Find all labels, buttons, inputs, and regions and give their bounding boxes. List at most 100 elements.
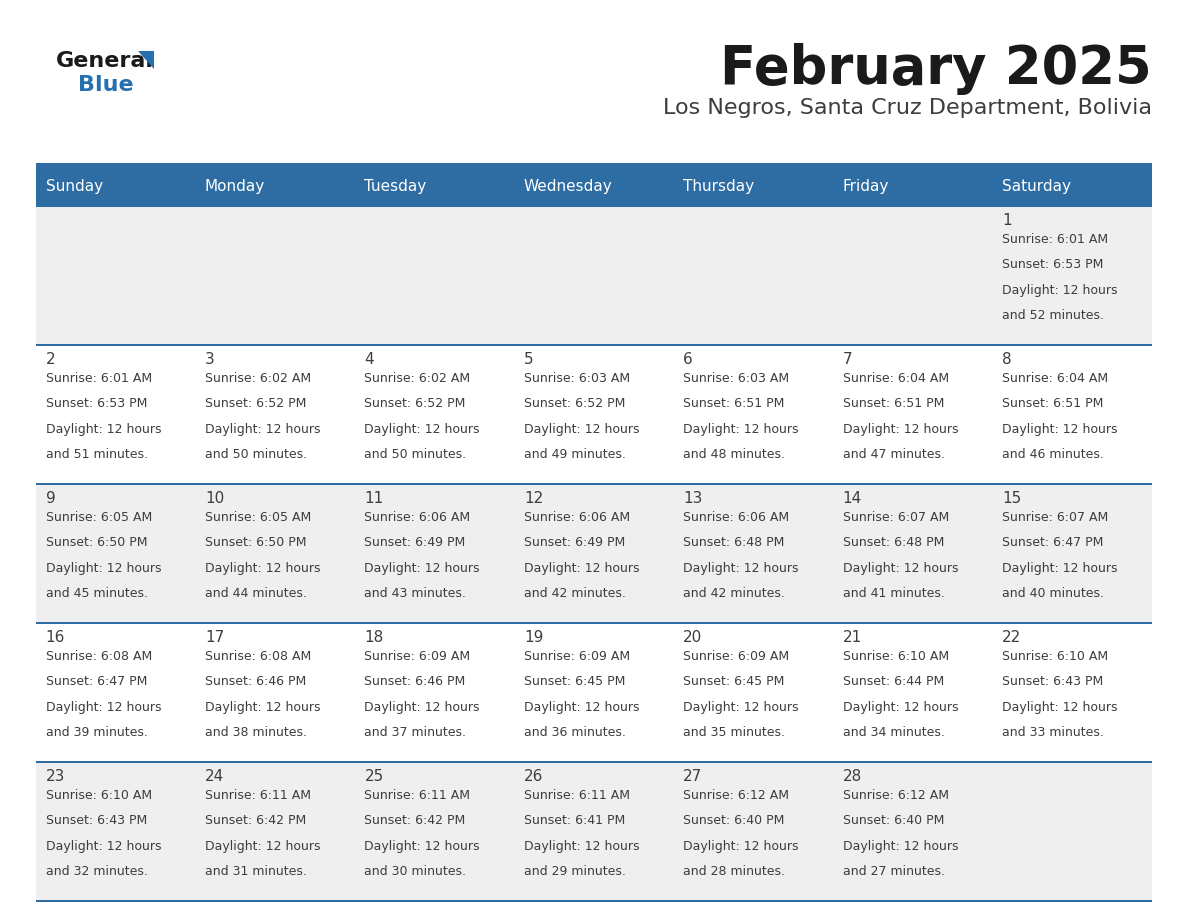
Text: Wednesday: Wednesday xyxy=(524,178,613,194)
Text: Sunset: 6:47 PM: Sunset: 6:47 PM xyxy=(45,676,147,688)
Text: Sunrise: 6:04 AM: Sunrise: 6:04 AM xyxy=(1003,372,1108,385)
Text: Daylight: 12 hours: Daylight: 12 hours xyxy=(1003,701,1118,714)
Text: 12: 12 xyxy=(524,491,543,506)
Text: 24: 24 xyxy=(206,769,225,784)
Text: Thursday: Thursday xyxy=(683,178,754,194)
Text: 15: 15 xyxy=(1003,491,1022,506)
Text: Sunrise: 6:09 AM: Sunrise: 6:09 AM xyxy=(365,650,470,663)
Text: 4: 4 xyxy=(365,352,374,367)
Text: Daylight: 12 hours: Daylight: 12 hours xyxy=(365,423,480,436)
Text: Saturday: Saturday xyxy=(1003,178,1072,194)
Bar xyxy=(833,167,992,205)
Text: February 2025: February 2025 xyxy=(720,43,1152,95)
Text: and 48 minutes.: and 48 minutes. xyxy=(683,448,785,462)
Text: Daylight: 12 hours: Daylight: 12 hours xyxy=(365,840,480,853)
Text: Sunset: 6:43 PM: Sunset: 6:43 PM xyxy=(1003,676,1104,688)
Text: Daylight: 12 hours: Daylight: 12 hours xyxy=(842,562,959,575)
Text: Daylight: 12 hours: Daylight: 12 hours xyxy=(524,840,639,853)
Text: Daylight: 12 hours: Daylight: 12 hours xyxy=(206,840,321,853)
Text: and 31 minutes.: and 31 minutes. xyxy=(206,866,307,879)
Text: Sunrise: 6:01 AM: Sunrise: 6:01 AM xyxy=(1003,233,1108,246)
Text: and 49 minutes.: and 49 minutes. xyxy=(524,448,626,462)
Text: Monday: Monday xyxy=(206,178,265,194)
Text: 17: 17 xyxy=(206,630,225,645)
Text: 22: 22 xyxy=(1003,630,1022,645)
Text: and 29 minutes.: and 29 minutes. xyxy=(524,866,626,879)
Text: Sunrise: 6:08 AM: Sunrise: 6:08 AM xyxy=(206,650,311,663)
Bar xyxy=(36,344,1152,346)
Text: Daylight: 12 hours: Daylight: 12 hours xyxy=(842,701,959,714)
Text: Daylight: 12 hours: Daylight: 12 hours xyxy=(683,701,798,714)
Text: Sunrise: 6:02 AM: Sunrise: 6:02 AM xyxy=(206,372,311,385)
Text: Daylight: 12 hours: Daylight: 12 hours xyxy=(842,840,959,853)
Text: Daylight: 12 hours: Daylight: 12 hours xyxy=(1003,562,1118,575)
Text: Sunrise: 6:06 AM: Sunrise: 6:06 AM xyxy=(365,511,470,524)
Bar xyxy=(196,167,355,205)
Text: 9: 9 xyxy=(45,491,56,506)
Text: 23: 23 xyxy=(45,769,65,784)
Text: Daylight: 12 hours: Daylight: 12 hours xyxy=(524,423,639,436)
Text: Tuesday: Tuesday xyxy=(365,178,426,194)
Text: and 41 minutes.: and 41 minutes. xyxy=(842,588,944,600)
Text: Sunrise: 6:10 AM: Sunrise: 6:10 AM xyxy=(1003,650,1108,663)
Text: 16: 16 xyxy=(45,630,65,645)
Bar xyxy=(36,763,1152,900)
Text: Daylight: 12 hours: Daylight: 12 hours xyxy=(683,562,798,575)
Text: Sunset: 6:46 PM: Sunset: 6:46 PM xyxy=(206,676,307,688)
Text: and 45 minutes.: and 45 minutes. xyxy=(45,588,147,600)
Text: Sunrise: 6:11 AM: Sunrise: 6:11 AM xyxy=(365,789,470,802)
Text: Friday: Friday xyxy=(842,178,889,194)
Text: Sunset: 6:50 PM: Sunset: 6:50 PM xyxy=(45,536,147,550)
Text: and 42 minutes.: and 42 minutes. xyxy=(524,588,626,600)
Bar xyxy=(36,761,1152,763)
Text: Sunrise: 6:12 AM: Sunrise: 6:12 AM xyxy=(842,789,949,802)
Text: Sunset: 6:53 PM: Sunset: 6:53 PM xyxy=(45,397,147,410)
Text: 28: 28 xyxy=(842,769,862,784)
Text: and 28 minutes.: and 28 minutes. xyxy=(683,866,785,879)
Text: 8: 8 xyxy=(1003,352,1012,367)
Text: Sunrise: 6:10 AM: Sunrise: 6:10 AM xyxy=(842,650,949,663)
Text: Sunset: 6:48 PM: Sunset: 6:48 PM xyxy=(683,536,784,550)
Text: Daylight: 12 hours: Daylight: 12 hours xyxy=(365,701,480,714)
Text: Los Negros, Santa Cruz Department, Bolivia: Los Negros, Santa Cruz Department, Boliv… xyxy=(663,98,1152,118)
Text: Sunrise: 6:11 AM: Sunrise: 6:11 AM xyxy=(524,789,630,802)
Text: Sunset: 6:45 PM: Sunset: 6:45 PM xyxy=(524,676,625,688)
Text: and 51 minutes.: and 51 minutes. xyxy=(45,448,147,462)
Text: Daylight: 12 hours: Daylight: 12 hours xyxy=(365,562,480,575)
Text: Daylight: 12 hours: Daylight: 12 hours xyxy=(45,423,162,436)
Polygon shape xyxy=(138,51,154,69)
Text: 19: 19 xyxy=(524,630,543,645)
Text: Daylight: 12 hours: Daylight: 12 hours xyxy=(524,701,639,714)
Text: 14: 14 xyxy=(842,491,862,506)
Text: 3: 3 xyxy=(206,352,215,367)
Text: Sunrise: 6:03 AM: Sunrise: 6:03 AM xyxy=(524,372,630,385)
Text: 25: 25 xyxy=(365,769,384,784)
Text: Sunset: 6:46 PM: Sunset: 6:46 PM xyxy=(365,676,466,688)
Text: 5: 5 xyxy=(524,352,533,367)
Text: Sunset: 6:42 PM: Sunset: 6:42 PM xyxy=(206,814,307,827)
Text: Sunset: 6:53 PM: Sunset: 6:53 PM xyxy=(1003,259,1104,272)
Text: Blue: Blue xyxy=(78,75,133,95)
Text: Sunrise: 6:09 AM: Sunrise: 6:09 AM xyxy=(524,650,630,663)
Text: Sunset: 6:51 PM: Sunset: 6:51 PM xyxy=(842,397,944,410)
Text: General: General xyxy=(56,51,154,71)
Text: Sunset: 6:51 PM: Sunset: 6:51 PM xyxy=(683,397,784,410)
Text: Sunrise: 6:07 AM: Sunrise: 6:07 AM xyxy=(842,511,949,524)
Text: Sunrise: 6:07 AM: Sunrise: 6:07 AM xyxy=(1003,511,1108,524)
Text: Daylight: 12 hours: Daylight: 12 hours xyxy=(1003,423,1118,436)
Text: and 34 minutes.: and 34 minutes. xyxy=(842,726,944,739)
Text: Sunrise: 6:01 AM: Sunrise: 6:01 AM xyxy=(45,372,152,385)
Text: 13: 13 xyxy=(683,491,702,506)
Bar xyxy=(355,167,514,205)
Text: and 50 minutes.: and 50 minutes. xyxy=(365,448,467,462)
Text: Sunrise: 6:06 AM: Sunrise: 6:06 AM xyxy=(683,511,789,524)
Text: Sunset: 6:49 PM: Sunset: 6:49 PM xyxy=(365,536,466,550)
Bar xyxy=(674,167,833,205)
Text: and 30 minutes.: and 30 minutes. xyxy=(365,866,467,879)
Text: Sunrise: 6:02 AM: Sunrise: 6:02 AM xyxy=(365,372,470,385)
Text: 10: 10 xyxy=(206,491,225,506)
Text: 6: 6 xyxy=(683,352,693,367)
Bar xyxy=(992,167,1152,205)
Text: Sunrise: 6:03 AM: Sunrise: 6:03 AM xyxy=(683,372,789,385)
Text: and 52 minutes.: and 52 minutes. xyxy=(1003,309,1104,322)
